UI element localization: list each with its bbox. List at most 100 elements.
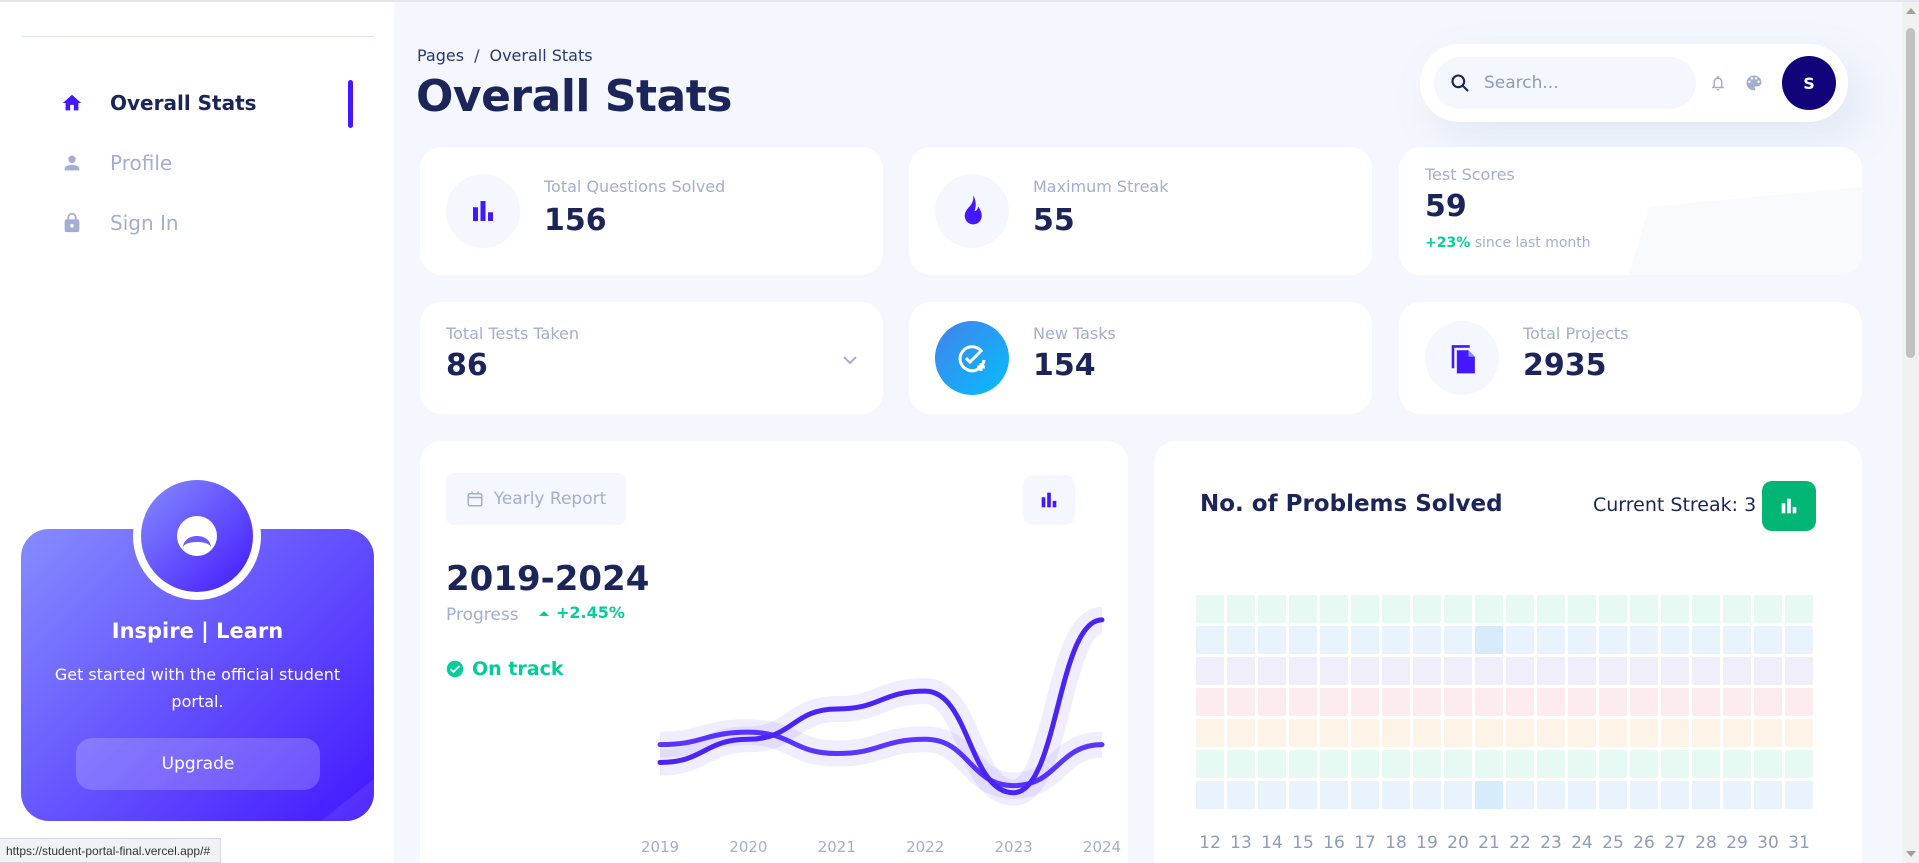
heatmap-cell[interactable] [1537, 688, 1565, 716]
heatmap-cell[interactable] [1785, 626, 1813, 654]
avatar[interactable]: S [1782, 56, 1836, 110]
stat-card-tests[interactable]: Total Tests Taken 86 [420, 302, 883, 414]
heatmap-cell[interactable] [1351, 657, 1379, 685]
heatmap-cell[interactable] [1723, 781, 1751, 809]
heatmap-cell[interactable] [1785, 781, 1813, 809]
heatmap-cell[interactable] [1351, 626, 1379, 654]
heatmap-cell[interactable] [1227, 657, 1255, 685]
heatmap-cell[interactable] [1196, 595, 1224, 623]
heatmap-cell[interactable] [1227, 688, 1255, 716]
heatmap-cell[interactable] [1537, 719, 1565, 747]
heatmap-cell[interactable] [1599, 781, 1627, 809]
heatmap-cell[interactable] [1630, 657, 1658, 685]
heatmap-cell[interactable] [1351, 595, 1379, 623]
heatmap-cell[interactable] [1196, 750, 1224, 778]
breadcrumb-current[interactable]: Overall Stats [489, 46, 593, 65]
heatmap-cell[interactable] [1537, 626, 1565, 654]
heatmap-cell[interactable] [1785, 595, 1813, 623]
heatmap-cell[interactable] [1537, 657, 1565, 685]
heatmap-cell[interactable] [1444, 688, 1472, 716]
heatmap-cell[interactable] [1475, 657, 1503, 685]
heatmap-cell[interactable] [1754, 626, 1782, 654]
bell-icon[interactable] [1706, 71, 1730, 95]
heatmap-cell[interactable] [1506, 688, 1534, 716]
heatmap-cell[interactable] [1320, 688, 1348, 716]
heatmap-cell[interactable] [1258, 657, 1286, 685]
heatmap-cell[interactable] [1351, 781, 1379, 809]
heatmap-cell[interactable] [1227, 626, 1255, 654]
heatmap-cell[interactable] [1289, 626, 1317, 654]
heatmap-cell[interactable] [1382, 626, 1410, 654]
heatmap-cell[interactable] [1506, 595, 1534, 623]
heatmap-cell[interactable] [1692, 657, 1720, 685]
heatmap-cell[interactable] [1630, 719, 1658, 747]
heatmap-cell[interactable] [1413, 781, 1441, 809]
yearly-report-chip[interactable]: Yearly Report [446, 473, 626, 525]
heatmap-cell[interactable] [1413, 657, 1441, 685]
heatmap-cell[interactable] [1196, 781, 1224, 809]
heatmap-cell[interactable] [1506, 781, 1534, 809]
heatmap-cell[interactable] [1599, 719, 1627, 747]
heatmap-cell[interactable] [1289, 595, 1317, 623]
heatmap-cell[interactable] [1289, 688, 1317, 716]
heatmap-cell[interactable] [1196, 688, 1224, 716]
heatmap-cell[interactable] [1258, 719, 1286, 747]
heatmap-cell[interactable] [1444, 595, 1472, 623]
heatmap-cell[interactable] [1382, 657, 1410, 685]
heatmap-cell[interactable] [1599, 750, 1627, 778]
heatmap-cell[interactable] [1444, 626, 1472, 654]
heatmap-cell[interactable] [1413, 750, 1441, 778]
streak-chart-button[interactable] [1762, 481, 1816, 531]
heatmap-cell[interactable] [1568, 781, 1596, 809]
heatmap-cell[interactable] [1568, 688, 1596, 716]
heatmap-cell[interactable] [1785, 719, 1813, 747]
heatmap-cell[interactable] [1785, 657, 1813, 685]
heatmap-cell[interactable] [1754, 719, 1782, 747]
sidebar-item-profile[interactable]: Profile [60, 143, 172, 183]
heatmap-cell[interactable] [1227, 750, 1255, 778]
heatmap-cell[interactable] [1382, 750, 1410, 778]
sidebar-item-sign-in[interactable]: Sign In [60, 203, 179, 243]
heatmap-cell[interactable] [1351, 719, 1379, 747]
heatmap-cell[interactable] [1413, 626, 1441, 654]
heatmap-cell[interactable] [1320, 750, 1348, 778]
heatmap-cell[interactable] [1692, 781, 1720, 809]
heatmap-cell[interactable] [1382, 595, 1410, 623]
scroll-up-arrow[interactable] [1906, 8, 1916, 14]
heatmap-cell[interactable] [1320, 781, 1348, 809]
heatmap-cell[interactable] [1475, 626, 1503, 654]
chart-toggle-button[interactable] [1023, 475, 1075, 525]
heatmap-cell[interactable] [1661, 595, 1689, 623]
heatmap-cell[interactable] [1475, 688, 1503, 716]
heatmap-cell[interactable] [1320, 657, 1348, 685]
heatmap-cell[interactable] [1289, 750, 1317, 778]
heatmap-cell[interactable] [1289, 781, 1317, 809]
heatmap-cell[interactable] [1661, 750, 1689, 778]
heatmap-cell[interactable] [1661, 626, 1689, 654]
heatmap-cell[interactable] [1227, 719, 1255, 747]
heatmap-cell[interactable] [1754, 781, 1782, 809]
heatmap-cell[interactable] [1382, 719, 1410, 747]
heatmap-cell[interactable] [1289, 719, 1317, 747]
heatmap-cell[interactable] [1444, 657, 1472, 685]
heatmap-cell[interactable] [1506, 657, 1534, 685]
heatmap-cell[interactable] [1289, 657, 1317, 685]
heatmap-cell[interactable] [1692, 595, 1720, 623]
heatmap-cell[interactable] [1630, 688, 1658, 716]
heatmap-cell[interactable] [1630, 626, 1658, 654]
heatmap-cell[interactable] [1537, 750, 1565, 778]
heatmap-cell[interactable] [1351, 688, 1379, 716]
heatmap-cell[interactable] [1258, 781, 1286, 809]
heatmap-cell[interactable] [1661, 719, 1689, 747]
heatmap-cell[interactable] [1413, 719, 1441, 747]
heatmap-cell[interactable] [1568, 657, 1596, 685]
heatmap-cell[interactable] [1258, 626, 1286, 654]
heatmap-cell[interactable] [1258, 595, 1286, 623]
upgrade-button[interactable]: Upgrade [76, 738, 320, 790]
heatmap-cell[interactable] [1444, 781, 1472, 809]
heatmap-cell[interactable] [1754, 750, 1782, 778]
heatmap-cell[interactable] [1599, 595, 1627, 623]
heatmap-cell[interactable] [1723, 750, 1751, 778]
search-input[interactable] [1484, 73, 1674, 93]
heatmap-cell[interactable] [1320, 595, 1348, 623]
